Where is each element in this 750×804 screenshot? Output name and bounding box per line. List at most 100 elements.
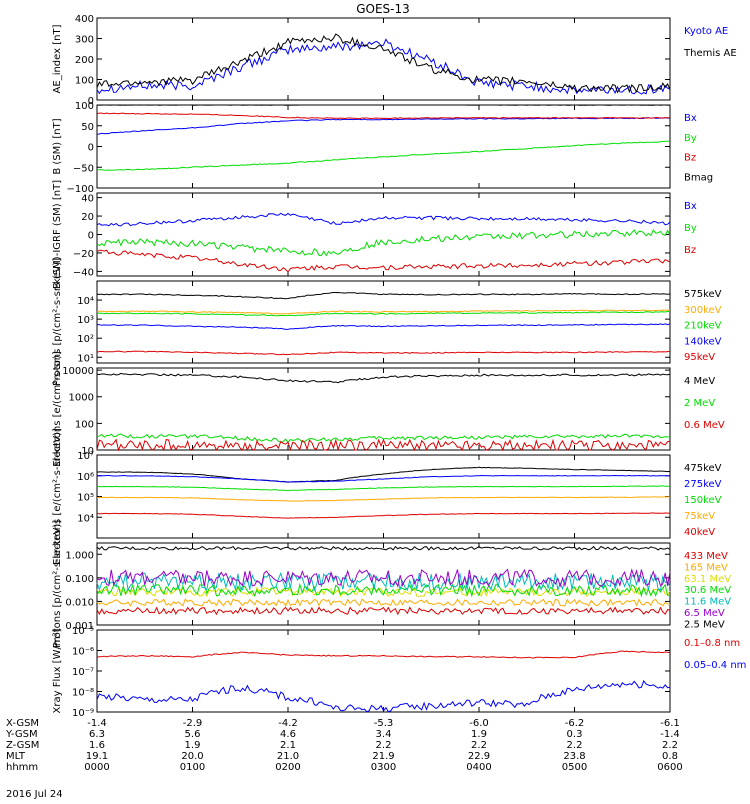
y-tick-label: −50: [73, 163, 94, 174]
y-tick-label: 10⁻⁷: [72, 667, 94, 678]
panel-frame: [97, 455, 670, 538]
ephemeris-value: 0.8: [662, 751, 678, 762]
legend-entry: 2 MeV: [684, 398, 715, 409]
ephemeris-label: hhmm: [6, 762, 38, 773]
y-tick-label: 10⁻⁶: [72, 647, 94, 658]
ephemeris-value: -1.4: [660, 729, 680, 740]
series-line-bz: [97, 250, 670, 272]
legend-entry: Bx: [684, 201, 697, 212]
y-tick-label: 10²: [77, 334, 94, 345]
y-tick-label: 10¹: [77, 353, 94, 364]
legend-entry: 95keV: [684, 352, 715, 363]
y-tick-label: 0: [88, 143, 94, 154]
y-tick-label: 400: [75, 14, 94, 25]
series-line-140kev: [97, 324, 670, 330]
series-line-40kev: [97, 513, 670, 518]
y-axis-label: AE_index [nT]: [52, 24, 63, 93]
series-line-by: [97, 141, 670, 170]
y-tick-label: 0.010: [65, 597, 94, 608]
y-tick-label: 40: [81, 194, 94, 205]
legend-entry: 0.6 MeV: [684, 420, 725, 431]
legend-entry: Kyoto AE: [684, 26, 728, 37]
ephemeris-label: MLT: [6, 751, 26, 762]
y-tick-label: 10000: [62, 366, 94, 377]
series-line-kyoto-ae: [97, 39, 670, 94]
ephemeris-value: 5.6: [185, 729, 201, 740]
y-tick-label: 200: [75, 55, 94, 66]
ephemeris-value: 0000: [84, 762, 109, 773]
ephemeris-value: -1.4: [87, 718, 107, 729]
y-tick-label: 100: [75, 101, 94, 112]
legend-entry: 300keV: [684, 305, 722, 316]
y-tick-label: −20: [73, 249, 94, 260]
legend-entry: 575keV: [684, 289, 722, 300]
ephemeris-value: 2.2: [567, 740, 583, 751]
legend-entry: 140keV: [684, 336, 722, 347]
y-axis-label: Xray Flux [W/m²]: [52, 628, 63, 713]
ephemeris-label: Z-GSM: [6, 740, 39, 751]
ephemeris-value: 6.3: [89, 729, 105, 740]
legend-entry: Themis AE: [683, 48, 737, 59]
legend-entry: 475keV: [684, 463, 722, 474]
ephemeris-value: 23.8: [563, 751, 585, 762]
legend-entry: 210keV: [684, 321, 722, 332]
ephemeris-value: 1.9: [185, 740, 201, 751]
legend-entry: 433 MeV: [684, 551, 728, 562]
series-line-150kev: [97, 486, 670, 491]
panel-frame: [97, 193, 670, 276]
ephemeris-value: 21.0: [277, 751, 299, 762]
ephemeris-value: 1.6: [89, 740, 105, 751]
panel-frame: [97, 281, 670, 363]
y-tick-label: −40: [73, 267, 94, 278]
y-tick-label: 10⁴: [77, 513, 94, 524]
plot-title: GOES-13: [356, 2, 410, 16]
ephemeris-value: 0600: [657, 762, 682, 773]
series-line-by: [97, 230, 670, 256]
legend-entry: 75keV: [684, 511, 715, 522]
series-line-475kev: [97, 467, 670, 482]
series-line-0-1-0-8-nm: [97, 651, 670, 658]
series-line-bx: [97, 213, 670, 226]
ephemeris-value: 2.2: [376, 740, 392, 751]
legend-entry: Bx: [684, 113, 697, 124]
ephemeris-value: 3.4: [376, 729, 392, 740]
ephemeris-value: -6.0: [469, 718, 489, 729]
series-line-75kev: [97, 497, 670, 502]
legend-entry: 4 MeV: [684, 376, 715, 387]
legend-entry: 30.6 MeV: [684, 585, 731, 596]
y-tick-label: 1.000: [65, 550, 94, 561]
y-tick-label: 10⁻⁸: [72, 688, 94, 699]
legend-entry: 165 MeV: [684, 562, 728, 573]
ephemeris-value: 2.2: [471, 740, 487, 751]
legend-entry: By: [684, 133, 697, 144]
series-line-275kev: [97, 476, 670, 483]
series-line-433-mev: [97, 607, 670, 614]
ephemeris-value: 0.3: [567, 729, 583, 740]
legend-entry: Bz: [684, 153, 696, 164]
legend-entry: By: [684, 223, 697, 234]
series-line-bz: [97, 113, 670, 119]
ephemeris-value: 4.6: [280, 729, 296, 740]
ephemeris-label: X-GSM: [6, 718, 39, 729]
y-tick-label: 10³: [77, 315, 94, 326]
y-tick-label: 100: [75, 419, 94, 430]
ephemeris-value: 0400: [466, 762, 491, 773]
y-tick-label: 10⁶: [77, 472, 94, 483]
ephemeris-value: 22.9: [468, 751, 490, 762]
y-tick-label: 0.100: [65, 574, 94, 585]
series-line-4-mev: [97, 373, 670, 382]
y-tick-label: 10⁵: [77, 493, 94, 504]
y-tick-label: 10⁻⁵: [72, 626, 94, 637]
series-line-bx: [97, 118, 670, 135]
ephemeris-value: 19.1: [86, 751, 108, 762]
legend-entry: 2.5 MeV: [684, 619, 725, 630]
y-tick-label: 10⁴: [77, 296, 94, 307]
legend-entry: Bz: [684, 245, 696, 256]
ephemeris-value: 0300: [371, 762, 396, 773]
